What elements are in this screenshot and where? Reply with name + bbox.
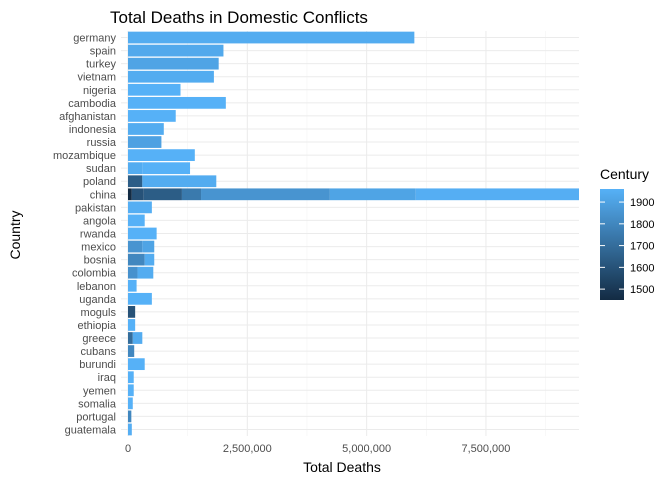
x-tick-label: 7,500,000 [461,443,510,455]
x-tick-label: 2,500,000 [223,443,272,455]
y-tick-label: burundi [79,359,116,371]
legend-label: 1800 [630,219,654,231]
bar-segment [128,371,134,384]
y-tick-label: uganda [79,294,117,306]
y-tick-label: russia [87,137,117,149]
bar-segment [128,292,152,305]
y-tick-label: somalia [78,398,117,410]
bar-segment [201,188,330,201]
y-tick-label: angola [83,215,117,227]
bar-segment [128,253,145,266]
bar-segment [142,162,191,175]
y-tick-label: moguls [81,307,117,319]
y-tick-label: ethiopia [77,320,116,332]
legend-title: Century [600,166,649,182]
bar-segment [128,136,162,148]
y-tick-label: iraq [98,372,116,384]
bar-segment [128,44,224,57]
legend-ticks: 1500 1600 1700 1800 1900 [600,197,654,296]
legend-label: 1900 [630,197,654,209]
bar-segment [128,70,214,83]
bar-segment [128,423,132,436]
y-tick-label: germany [73,33,116,45]
y-tick-label: indonesia [69,124,117,136]
y-tick-label: cubans [81,346,117,358]
y-tick-label: guatemala [65,424,117,436]
bar-segment [143,188,182,201]
y-tick-label: china [90,189,117,201]
bar-segment [137,266,154,279]
bar-segment [128,31,415,44]
legend-label: 1500 [630,284,654,296]
bar-segment [329,188,416,201]
bar-segment [128,306,136,318]
bar-segment [128,227,157,240]
bar-segment [128,110,176,122]
y-tick-label: vietnam [77,72,116,84]
bar-segment [128,175,143,188]
x-tick-label: 0 [125,443,131,455]
bar-segment [128,214,145,227]
y-tick-label: portugal [76,411,116,423]
y-tick-label: sudan [86,163,116,175]
bar-segment [415,188,579,201]
bar-segment [128,384,134,397]
legend: Century 1500 1600 1700 1800 1900 [600,166,654,300]
y-tick-label: mozambique [53,150,116,162]
bar-segment [128,149,195,161]
bar-segment [128,96,226,109]
bar-segment [142,175,217,188]
y-tick-label: yemen [83,385,116,397]
legend-label: 1700 [630,241,654,253]
y-tick-label: nigeria [83,85,117,97]
bar-segment [128,57,219,70]
bar-segment [128,319,136,331]
chart-title: Total Deaths in Domestic Conflicts [110,8,368,27]
legend-colorbar [600,189,624,300]
bar-segment [132,332,143,344]
bar-segment [128,345,135,357]
bar-segment [128,188,132,201]
y-tick-label: greece [82,333,116,345]
y-tick-label: spain [90,46,116,58]
x-tick-labels: 0 2,500,000 5,000,000 7,500,000 [125,443,510,455]
y-tick-label: turkey [86,59,116,71]
bar-segment [128,332,133,344]
bar-segment [128,358,145,371]
bar-segment [128,162,143,175]
bar-segment [128,410,132,423]
y-tick-label: colombia [72,268,117,280]
x-tick-label: 5,000,000 [342,443,391,455]
bar-segment [144,253,155,266]
bar-segment [128,240,143,253]
y-tick-label: cambodia [68,98,117,110]
y-tick-label: poland [83,176,116,188]
y-tick-label: rwanda [80,229,117,241]
grid [121,31,579,436]
y-tick-label: bosnia [84,255,117,267]
bar-segment [128,397,133,410]
bar-segment [128,123,164,135]
bars [128,31,579,436]
bar-segment [131,188,144,201]
y-tick-label: pakistan [75,202,116,214]
y-tick-labels: germanyspainturkeyvietnamnigeriacambodia… [53,33,117,437]
bar-segment [128,201,152,214]
bar-segment [128,266,138,279]
y-tick-label: afghanistan [59,111,116,123]
legend-label: 1600 [630,262,654,274]
x-axis-title: Total Deaths [303,459,381,475]
bar-segment [142,240,155,253]
y-tick-label: mexico [81,242,116,254]
bar-segment [128,279,137,292]
y-tick-label: lebanon [77,281,116,293]
bar-segment [128,83,181,96]
bar-segment [181,188,202,201]
y-axis-title: Country [7,210,23,259]
